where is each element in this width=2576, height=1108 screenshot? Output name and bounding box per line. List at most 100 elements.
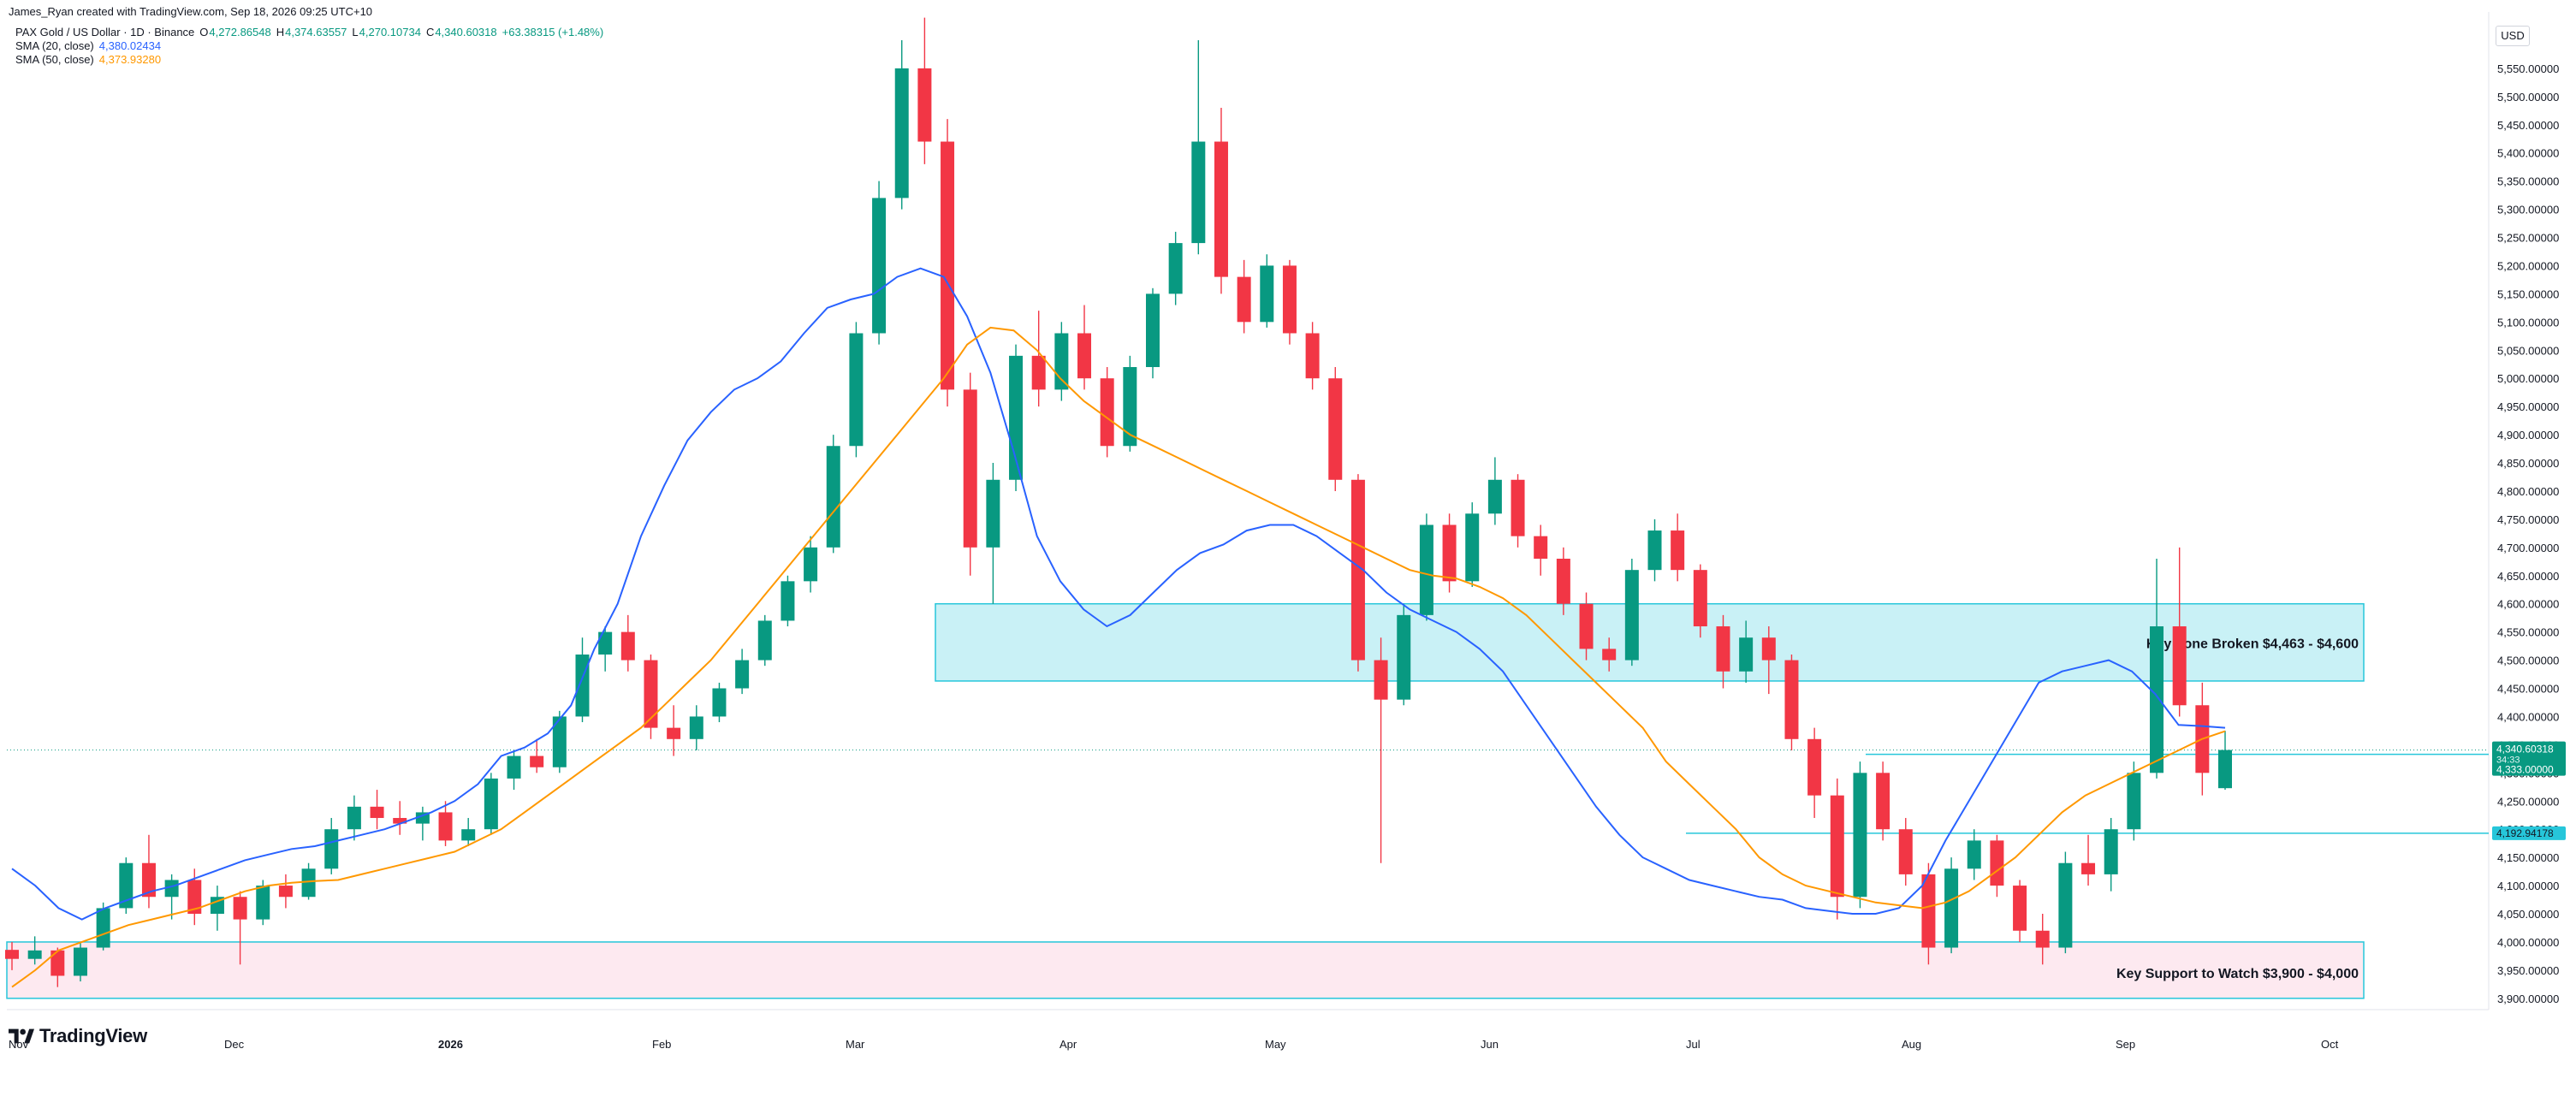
candle-body: [620, 631, 635, 661]
candle-body: [484, 778, 498, 830]
candle-body: [1419, 524, 1433, 615]
candle-body: [324, 829, 339, 869]
support-zone: [6, 941, 2365, 999]
candle: [1898, 818, 1913, 886]
candle-body: [1237, 276, 1251, 323]
symbol-legend-row[interactable]: PAX Gold / US Dollar · 1D · Binance O 4,…: [15, 26, 603, 39]
candle: [347, 795, 361, 841]
x-tick-label: Apr: [1059, 1038, 1077, 1051]
low-label: L: [352, 26, 359, 39]
tradingview-brand[interactable]: TradingView: [9, 1025, 147, 1047]
candle: [119, 857, 134, 915]
y-tick-label: 5,200.00000: [2497, 259, 2559, 272]
candle-body: [689, 716, 703, 739]
tradingview-logo-icon: [9, 1028, 34, 1044]
candle-body: [1898, 829, 1913, 874]
candle-body: [1556, 558, 1570, 604]
candle-body: [1990, 840, 2004, 886]
candle-body: [712, 688, 727, 717]
sma50-value: 4,373.93280: [98, 53, 162, 66]
candle-body: [507, 755, 521, 779]
y-tick-label: 4,000.00000: [2497, 936, 2559, 949]
x-tick-label: May: [1265, 1038, 1286, 1051]
candle: [370, 790, 384, 830]
y-tick-label: 4,100.00000: [2497, 880, 2559, 892]
candle: [1807, 727, 1822, 819]
candle-body: [1511, 479, 1525, 536]
candle: [233, 891, 247, 965]
close-value: 4,340.60318: [435, 26, 497, 39]
candle: [1739, 620, 1754, 683]
candle: [735, 649, 750, 695]
current-price-tag: 4,340.60318: [2496, 744, 2554, 755]
candle-body: [575, 654, 590, 717]
candle: [1671, 513, 1685, 582]
candle-body: [438, 812, 453, 841]
y-tick-label: 4,050.00000: [2497, 908, 2559, 921]
candle-body: [1397, 614, 1411, 700]
candle-body: [1145, 293, 1160, 368]
candle-body: [1077, 333, 1092, 379]
candle-body: [1739, 637, 1754, 672]
candle-body: [2013, 886, 2027, 931]
candle-body: [5, 950, 19, 959]
y-tick-label: 5,300.00000: [2497, 204, 2559, 216]
candle: [1556, 547, 1570, 615]
candle: [1716, 614, 1730, 689]
candle-body: [27, 950, 42, 959]
candle-body: [1944, 868, 1959, 948]
y-tick-label: 4,250.00000: [2497, 795, 2559, 808]
candle: [1419, 513, 1433, 621]
candle-body: [278, 886, 293, 898]
sma20-value: 4,380.02434: [98, 39, 162, 52]
candle-body: [119, 862, 134, 909]
candle-body: [1100, 378, 1114, 447]
x-tick-label: Feb: [652, 1038, 671, 1051]
low-value: 4,270.10734: [359, 26, 421, 39]
candle-body: [735, 660, 750, 689]
candle: [1602, 637, 1617, 672]
level-tag-4333: 4,333.00000: [2496, 764, 2554, 776]
candle-body: [598, 631, 613, 655]
candle: [1876, 761, 1890, 841]
currency-button[interactable]: USD: [2496, 26, 2530, 46]
candle-body: [2150, 626, 2164, 773]
candle-body: [757, 620, 772, 661]
y-tick-label: 5,500.00000: [2497, 91, 2559, 104]
candle: [2218, 731, 2232, 791]
candle-body: [2058, 862, 2073, 948]
candle: [712, 682, 727, 723]
candle: [963, 372, 977, 576]
candle-body: [1465, 513, 1480, 582]
sma50-legend-row[interactable]: SMA (50, close) 4,373.93280: [15, 53, 603, 67]
candle-body: [2127, 773, 2141, 830]
open-value: 4,272.86548: [209, 26, 271, 39]
y-tick-label: 4,550.00000: [2497, 626, 2559, 639]
candle: [1237, 259, 1251, 334]
candle-body: [986, 479, 1000, 548]
candle-body: [164, 880, 179, 898]
candle: [1214, 107, 1228, 294]
candle: [2172, 547, 2187, 717]
candle-body: [301, 868, 316, 898]
candle-body: [1328, 378, 1343, 480]
candle: [1350, 474, 1365, 672]
candle: [1465, 502, 1480, 587]
candle: [1693, 564, 1707, 638]
resistance-zone-label: Key Zone Broken $4,463 - $4,600: [2146, 637, 2359, 652]
candle-body: [2081, 862, 2096, 874]
candle-body: [894, 68, 909, 198]
candle: [757, 614, 772, 667]
y-tick-label: 4,400.00000: [2497, 710, 2559, 723]
candle: [1397, 603, 1411, 706]
attribution-text: James_Ryan created with TradingView.com,…: [9, 5, 373, 18]
y-tick-label: 4,850.00000: [2497, 457, 2559, 470]
sma20-legend-row[interactable]: SMA (20, close) 4,380.02434: [15, 39, 603, 53]
candle-body: [461, 829, 476, 841]
candle: [894, 39, 909, 210]
support-zone-label: Key Support to Watch $3,900 - $4,000: [2116, 967, 2359, 981]
candle: [1579, 592, 1594, 661]
candle: [507, 750, 521, 791]
candle-body: [644, 660, 658, 728]
